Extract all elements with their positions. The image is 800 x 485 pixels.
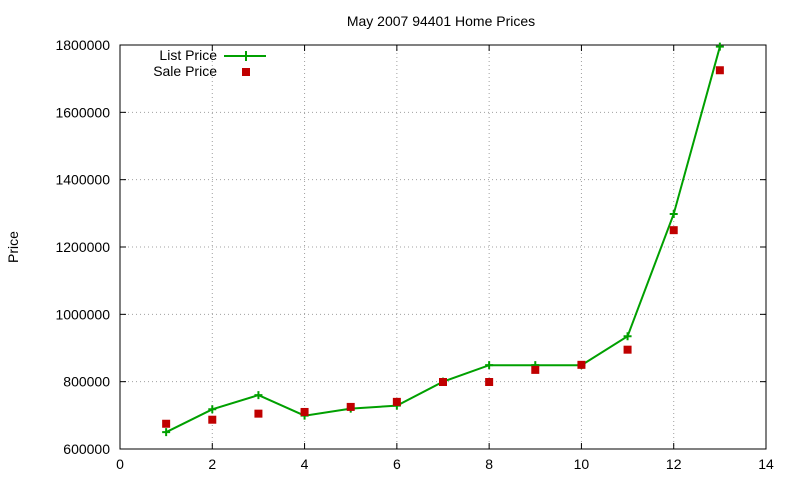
- legend-label-list-price: List Price: [159, 47, 217, 63]
- legend: List Price Sale Price: [153, 47, 266, 79]
- data-point-list-price: [669, 210, 678, 219]
- data-point-sale-price: [485, 378, 494, 387]
- data-point-list-price: [715, 42, 724, 51]
- y-axis-label: Price: [5, 231, 21, 263]
- data-point-list-price: [254, 391, 263, 400]
- y-tick-label: 1400000: [55, 172, 110, 188]
- data-point-list-price: [485, 361, 494, 370]
- data-point-sale-price: [254, 409, 263, 418]
- x-tick-label: 4: [301, 456, 309, 472]
- legend-label-sale-price: Sale Price: [153, 63, 217, 79]
- axes-layer: 0 2 4 6 8 10 12 14 600000 800000 1000000 1200000 140…: [55, 37, 774, 472]
- data-point-sale-price: [715, 66, 724, 75]
- data-point-sale-price: [439, 378, 447, 387]
- y-tick-label: 1600000: [55, 104, 110, 120]
- x-tick-label: 14: [758, 456, 774, 472]
- x-tick-label: 10: [574, 456, 590, 472]
- y-tick-label: 1000000: [55, 306, 110, 322]
- x-tick-label: 6: [393, 456, 401, 472]
- legend-marker-list-price: [241, 51, 251, 61]
- data-point-sale-price: [577, 360, 586, 369]
- data-point-list-price: [208, 405, 217, 414]
- data-point-sale-price: [531, 365, 540, 374]
- y-tick-label: 1800000: [55, 37, 110, 53]
- x-tick-label: 8: [485, 456, 493, 472]
- data-point-sale-price: [208, 415, 217, 424]
- y-tick-label: 600000: [63, 441, 110, 457]
- data-point-list-price: [162, 428, 171, 437]
- y-tick-label: 800000: [63, 374, 110, 390]
- data-point-sale-price: [623, 345, 632, 354]
- x-tick-label: 2: [208, 456, 216, 472]
- grid-layer: [120, 45, 766, 449]
- data-point-sale-price: [392, 397, 401, 406]
- data-point-list-price: [623, 332, 632, 341]
- legend-marker-sale-price: [242, 68, 250, 76]
- series-layer: [162, 42, 724, 437]
- y-tick-label: 1200000: [55, 239, 110, 255]
- data-point-sale-price: [346, 402, 355, 411]
- data-point-sale-price: [300, 407, 309, 416]
- x-tick-label: 12: [666, 456, 682, 472]
- data-point-sale-price: [669, 226, 678, 235]
- series-list-price: [162, 42, 724, 437]
- chart-title: May 2007 94401 Home Prices: [347, 13, 535, 29]
- data-point-sale-price: [162, 419, 171, 428]
- series-line-list-price: [165, 46, 721, 434]
- x-tick-label: 0: [116, 456, 124, 472]
- series-sale-price: [162, 66, 724, 428]
